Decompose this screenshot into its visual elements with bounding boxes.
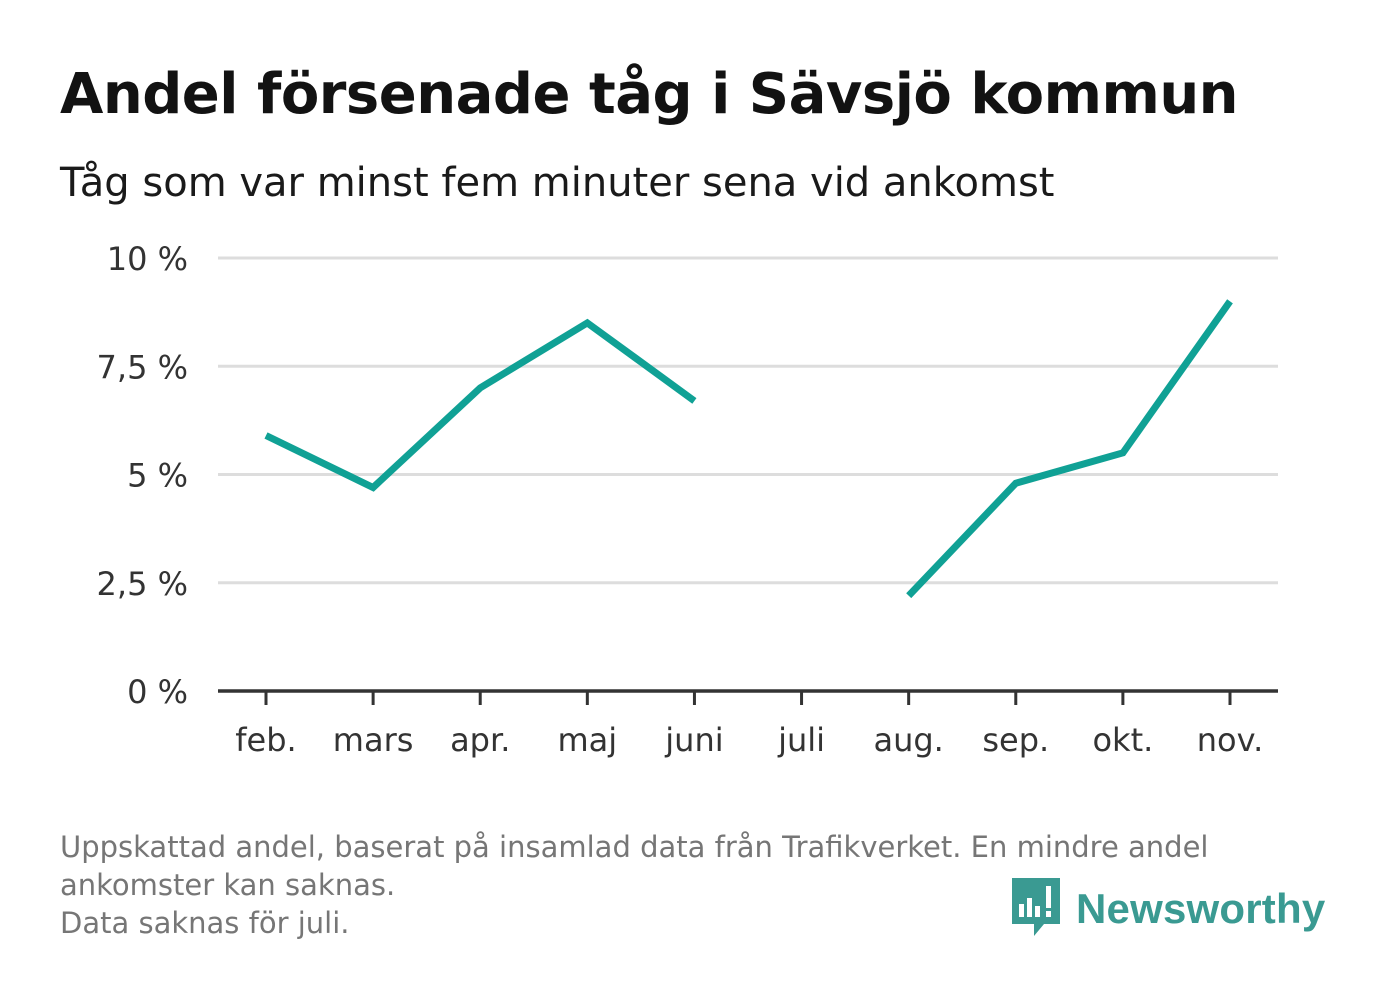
footnote: Uppskattad andel, baserat på insamlad da… bbox=[60, 828, 1320, 942]
newsworthy-logo-icon bbox=[1010, 876, 1062, 942]
chart-subtitle: Tåg som var minst fem minuter sena vid a… bbox=[60, 160, 1055, 206]
y-axis-ticks: 0 % 2,5 % 5 % 7,5 % 10 % bbox=[97, 240, 188, 711]
footnote-line-3: Data saknas för juli. bbox=[60, 906, 350, 940]
footnote-line-1: Uppskattad andel, baserat på insamlad da… bbox=[60, 830, 1209, 864]
brand: Newsworthy bbox=[1010, 876, 1325, 942]
series-line-segment bbox=[264, 318, 697, 492]
x-tick-label: feb. bbox=[235, 721, 296, 759]
x-tick-label: maj bbox=[557, 721, 617, 759]
x-tick-label: juli bbox=[777, 721, 825, 759]
footnote-line-2: ankomster kan saknas. bbox=[60, 868, 396, 902]
y-tick-label: 10 % bbox=[107, 240, 188, 278]
x-tick-label: aug. bbox=[873, 721, 943, 759]
chart-area: 0 % 2,5 % 5 % 7,5 % 10 % feb. mars apr. maj juni… bbox=[97, 240, 1278, 759]
series-lines bbox=[264, 299, 1233, 599]
x-tick-label: mars bbox=[333, 721, 414, 759]
y-tick-label: 5 % bbox=[127, 457, 188, 495]
series-line-segment bbox=[906, 299, 1233, 599]
x-axis-ticks: feb. mars apr. maj juni juli aug. sep. okt. nov. bbox=[235, 691, 1263, 759]
x-tick-label: juni bbox=[664, 721, 723, 759]
x-tick-label: sep. bbox=[982, 721, 1049, 759]
y-tick-label: 2,5 % bbox=[97, 565, 188, 603]
brand-name: Newsworthy bbox=[1076, 885, 1326, 932]
gridlines bbox=[218, 256, 1278, 585]
line-chart: 0 % 2,5 % 5 % 7,5 % 10 % feb. mars apr. maj juni… bbox=[97, 240, 1278, 759]
x-tick-label: apr. bbox=[450, 721, 510, 759]
y-tick-label: 0 % bbox=[127, 673, 188, 711]
x-tick-label: nov. bbox=[1197, 721, 1263, 759]
x-tick-label: okt. bbox=[1092, 721, 1153, 759]
y-tick-label: 7,5 % bbox=[97, 348, 188, 386]
chart-title: Andel försenade tåg i Sävsjö kommun bbox=[60, 62, 1239, 127]
